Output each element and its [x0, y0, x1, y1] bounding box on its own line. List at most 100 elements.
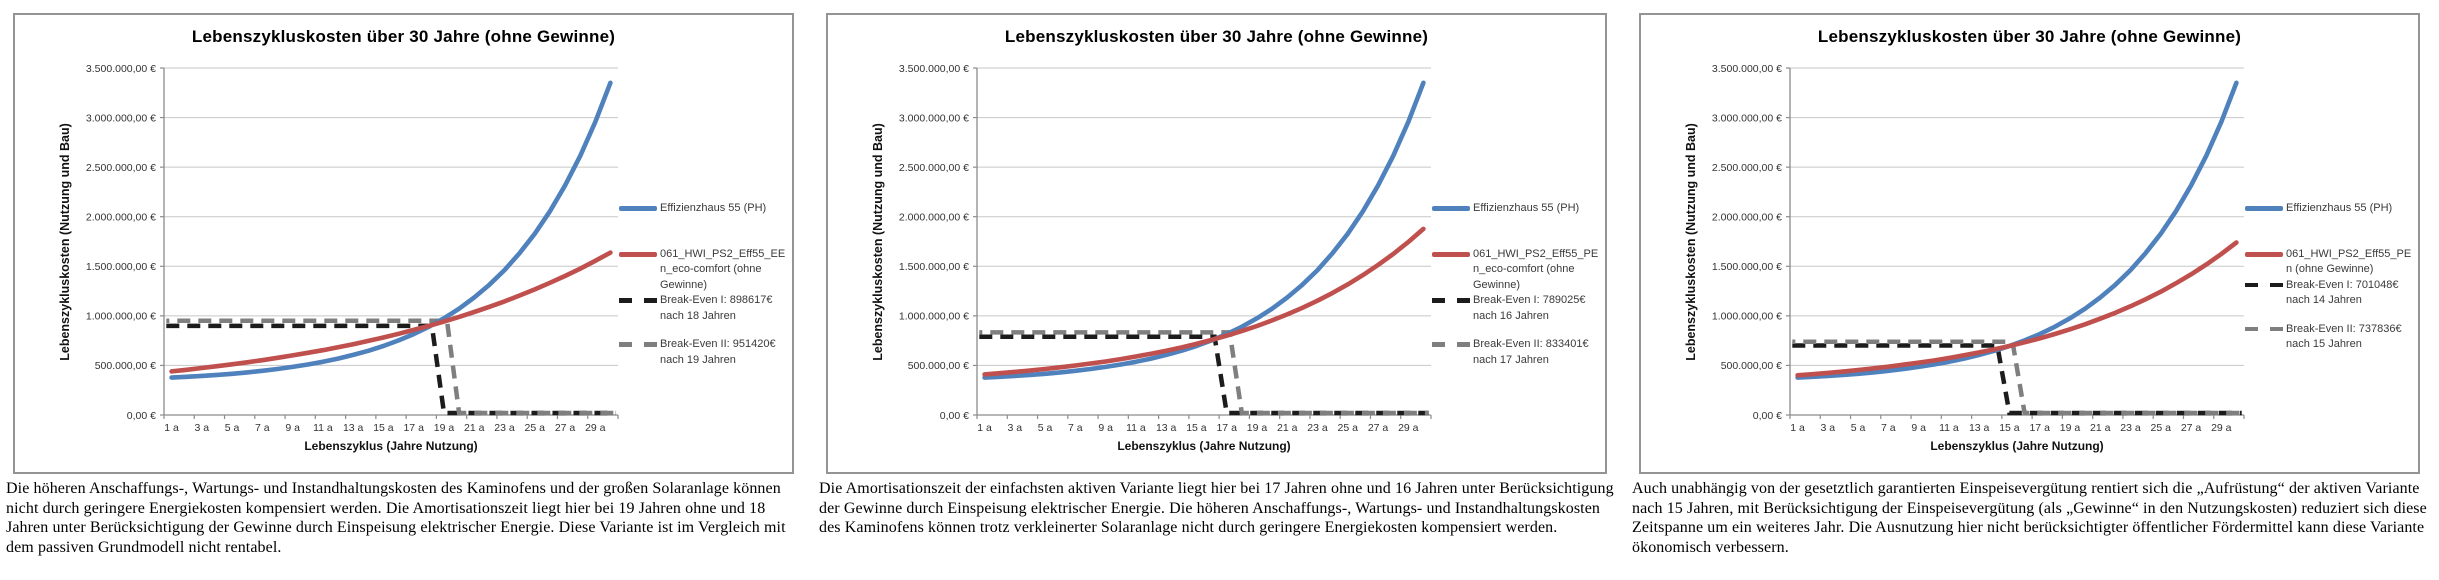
- chart-panel-1: Lebenszykluskosten über 30 Jahre (ohne G…: [0, 0, 813, 580]
- x-tick-label: 11 a: [1939, 422, 1959, 434]
- legend-entry: Break-Even II: 833401€ nach 17 Jahren: [1432, 337, 1604, 368]
- legend-label: Break-Even I: 789025€ nach 16 Jahren: [1473, 294, 1586, 322]
- legend-entry: Break-Even II: 737836€ nach 15 Jahren: [2245, 322, 2417, 353]
- legend-entry: Break-Even I: 789025€ nach 16 Jahren: [1432, 293, 1604, 324]
- plot-area: 3.500.000,00 € 3.000.000,00 € 2.500.000,00…: [1712, 63, 2245, 434]
- legend-entry: 061_HWI_PS2_Eff55_PE n (ohne Gewinne): [2245, 247, 2417, 278]
- x-tick-label: 11 a: [313, 422, 333, 434]
- legend: Effizienzhaus 55 (PH) 061_HWI_PS2_Eff55_P…: [2245, 201, 2417, 353]
- legend-label: Break-Even II: 833401€ nach 17 Jahren: [1473, 338, 1589, 366]
- x-tick-label: 23 a: [2120, 422, 2141, 434]
- caption: Die Amortisationszeit der einfachsten ak…: [819, 480, 1614, 536]
- legend-entry: Effizienzhaus 55 (PH): [1432, 201, 1604, 217]
- chart-panel-3: Lebenszykluskosten über 30 Jahre (ohne G…: [1626, 0, 2439, 580]
- x-tick-label: 21 a: [464, 422, 485, 434]
- dashed-line-swatch-icon: [2245, 282, 2283, 287]
- y-tick-label: 3.500.000,00 €: [1712, 63, 1782, 75]
- chart-title: Lebenszykluskosten über 30 Jahre (ohne G…: [191, 27, 616, 46]
- legend-entry: Break-Even I: 701048€ nach 14 Jahren: [2245, 278, 2417, 309]
- dashed-line-swatch-icon: [1432, 342, 1470, 347]
- break-even-line-2: [166, 318, 616, 416]
- x-tick-label: 9 a: [1911, 422, 1926, 434]
- line-swatch-icon: [1432, 251, 1470, 257]
- x-axis-title: Lebenszyklus (Jahre Nutzung): [1930, 439, 2104, 453]
- x-tick-label: 15 a: [373, 422, 394, 434]
- x-tick-label: 25 a: [1338, 422, 1359, 434]
- plot-area: 3.500.000,00 € 3.000.000,00 € 2.500.000,00…: [86, 63, 619, 434]
- legend-label: 061_HWI_PS2_Eff55_EE n_eco-comfort (ohne G…: [660, 247, 786, 291]
- series-line-variant: [169, 250, 613, 374]
- y-tick-label: 1.500.000,00 €: [1712, 261, 1782, 273]
- y-tick-label: 2.500.000,00 €: [1712, 162, 1782, 174]
- chart-box: Lebenszykluskosten über 30 Jahre (ohne G…: [1639, 13, 2420, 474]
- x-tick-label: 29 a: [1398, 422, 1419, 434]
- legend-label: Effizienzhaus 55 (PH): [660, 202, 767, 214]
- legend-label: 061_HWI_PS2_Eff55_PE n_eco-comfort (ohne G…: [1473, 247, 1599, 291]
- x-tick-label: 7 a: [1068, 422, 1083, 434]
- y-tick-label: 3.000.000,00 €: [86, 112, 156, 124]
- line-swatch-icon: [2245, 206, 2283, 211]
- line-swatch-icon: [619, 206, 657, 211]
- dashed-line-swatch-icon: [619, 342, 657, 347]
- chart-box: Lebenszykluskosten über 30 Jahre (ohne G…: [13, 13, 794, 474]
- x-tick-label: 9 a: [1098, 422, 1113, 434]
- caption: Die höheren Anschaffungs-, Wartungs- und…: [6, 480, 786, 556]
- series-line-variant: [1795, 240, 2239, 378]
- chart-panel-2: Lebenszykluskosten über 30 Jahre (ohne G…: [813, 0, 1626, 580]
- legend-entry: Effizienzhaus 55 (PH): [2245, 201, 2417, 217]
- x-tick-label: 23 a: [1307, 422, 1328, 434]
- dashed-line-swatch-icon: [619, 298, 657, 303]
- y-tick-label: 1.500.000,00 €: [899, 261, 969, 273]
- y-tick-label: 3.000.000,00 €: [899, 112, 969, 124]
- legend-entry: 061_HWI_PS2_Eff55_PE n_eco-comfort (ohne G…: [1432, 247, 1604, 294]
- y-tick-label: 2.000.000,00 €: [1712, 212, 1782, 224]
- x-tick-label: 17 a: [403, 422, 424, 434]
- x-tick-label: 27 a: [2181, 422, 2202, 434]
- x-tick-label: 19 a: [2060, 422, 2081, 434]
- x-tick-label: 5 a: [225, 422, 240, 434]
- dashed-line-swatch-icon: [1432, 298, 1470, 303]
- legend-label: Break-Even II: 951420€ nach 19 Jahren: [660, 338, 776, 366]
- x-tick-label: 7 a: [255, 422, 270, 434]
- legend: Effizienzhaus 55 (PH) 061_HWI_PS2_Eff55_P…: [1432, 201, 1604, 368]
- y-tick-label: 3.000.000,00 €: [1712, 112, 1782, 124]
- x-tick-label: 13 a: [1156, 422, 1177, 434]
- y-tick-label: 2.500.000,00 €: [86, 162, 156, 174]
- x-tick-label: 1 a: [977, 422, 992, 434]
- x-tick-label: 13 a: [343, 422, 364, 434]
- legend-label: Break-Even II: 737836€ nach 15 Jahren: [2286, 322, 2402, 351]
- y-tick-label: 1.000.000,00 €: [899, 311, 969, 323]
- x-tick-label: 21 a: [1277, 422, 1298, 434]
- series-line-reference: [169, 80, 613, 380]
- dashed-line-swatch-icon: [2245, 326, 2283, 331]
- x-tick-label: 3 a: [195, 422, 210, 434]
- legend-entry: Break-Even II: 951420€ nach 19 Jahren: [619, 337, 791, 368]
- x-tick-label: 19 a: [434, 422, 455, 434]
- y-tick-label: 0,00 €: [127, 410, 156, 422]
- series-line-variant: [982, 226, 1426, 377]
- series-line-reference: [1795, 80, 2239, 380]
- x-tick-label: 13 a: [1969, 422, 1990, 434]
- legend-label: Effizienzhaus 55 (PH): [1473, 202, 1580, 214]
- x-axis-title: Lebenszyklus (Jahre Nutzung): [304, 439, 478, 453]
- x-tick-label: 27 a: [1368, 422, 1389, 434]
- y-tick-label: 1.000.000,00 €: [86, 311, 156, 323]
- x-tick-label: 1 a: [164, 422, 179, 434]
- x-tick-label: 25 a: [2151, 422, 2172, 434]
- chart-title: Lebenszykluskosten über 30 Jahre (ohne G…: [1817, 27, 2242, 46]
- legend-label: Break-Even I: 701048€ nach 14 Jahren: [2286, 278, 2399, 307]
- x-tick-label: 3 a: [1008, 422, 1023, 434]
- legend-entry: Break-Even I: 898617€ nach 18 Jahren: [619, 293, 791, 324]
- x-tick-label: 21 a: [2090, 422, 2111, 434]
- x-tick-label: 17 a: [2029, 422, 2050, 434]
- y-tick-label: 500.000,00 €: [95, 360, 156, 372]
- x-tick-label: 9 a: [285, 422, 300, 434]
- y-tick-label: 0,00 €: [940, 410, 969, 422]
- plot-area: 3.500.000,00 € 3.000.000,00 € 2.500.000,00…: [899, 63, 1432, 434]
- x-tick-label: 15 a: [1999, 422, 2020, 434]
- chart-box: Lebenszykluskosten über 30 Jahre (ohne G…: [826, 13, 1607, 474]
- legend-entry: Effizienzhaus 55 (PH): [619, 201, 791, 217]
- x-tick-label: 11 a: [1126, 422, 1146, 434]
- break-even-line-1: [979, 334, 1429, 416]
